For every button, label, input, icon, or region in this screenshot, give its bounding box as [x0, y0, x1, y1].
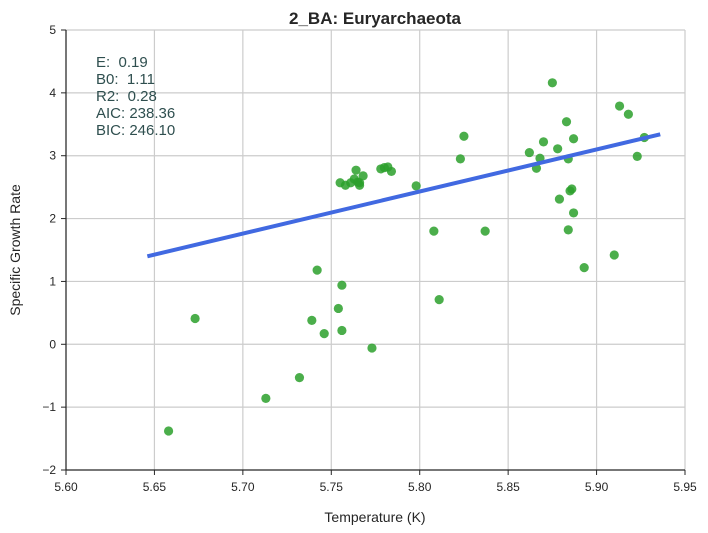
data-point: [163, 426, 174, 436]
scatter-points: [163, 78, 649, 436]
data-point: [561, 117, 572, 127]
y-tick-label: 3: [49, 149, 56, 163]
y-tick-label: 5: [49, 23, 56, 37]
data-point: [623, 109, 634, 119]
x-tick-label: 5.95: [673, 480, 697, 494]
x-tick-label: 5.90: [585, 480, 609, 494]
stat-bic: BIC: 246.10: [96, 122, 175, 139]
axes: [65, 30, 685, 471]
x-tick-label: 5.80: [408, 480, 432, 494]
y-ticks: −2 −1 0 1 2 3 4 5: [42, 23, 66, 477]
data-point: [455, 154, 465, 164]
data-point: [547, 78, 557, 88]
data-point: [386, 166, 397, 177]
data-point: [553, 144, 563, 154]
x-tick-label: 5.85: [496, 480, 520, 494]
x-tick-label: 5.70: [231, 480, 255, 494]
data-point: [190, 313, 200, 324]
data-point: [434, 295, 444, 305]
y-tick-label: −2: [42, 463, 56, 477]
grid-lines: [66, 29, 686, 470]
data-point: [567, 184, 577, 194]
data-point: [337, 325, 347, 336]
data-point: [351, 165, 361, 175]
data-point: [307, 315, 317, 325]
data-point: [294, 373, 305, 383]
data-point: [429, 226, 439, 236]
x-axis-label: Temperature (K): [324, 509, 425, 525]
data-point: [554, 194, 565, 204]
data-point: [337, 280, 347, 290]
fit-line: [146, 132, 661, 259]
x-ticks: 5.60 5.65 5.70 5.75 5.80 5.85 5.90 5.95: [54, 470, 697, 494]
data-point: [312, 265, 322, 275]
x-tick-label: 5.75: [320, 480, 344, 494]
chart-title: 2_BA: Euryarchaeota: [289, 9, 462, 28]
x-tick-label: 5.65: [143, 480, 167, 494]
data-point: [568, 208, 579, 218]
data-point: [411, 181, 421, 191]
data-point: [459, 131, 469, 141]
data-point: [480, 226, 490, 236]
data-point: [358, 171, 368, 181]
y-axis-label: Specific Growth Rate: [7, 184, 23, 316]
data-point: [319, 329, 329, 339]
y-tick-label: 4: [49, 86, 56, 100]
stat-r2: R2: 0.28: [96, 88, 157, 105]
data-point: [261, 393, 271, 403]
data-point: [568, 134, 579, 144]
stat-e: E: 0.19: [96, 54, 148, 71]
stat-aic: AIC: 238.36: [96, 105, 175, 122]
data-point: [367, 343, 377, 353]
y-tick-label: 0: [49, 337, 56, 351]
data-point: [609, 250, 619, 260]
data-point: [579, 263, 589, 273]
fit-line-group: [146, 132, 661, 259]
stats-annotation: E: 0.19 B0: 1.11 R2: 0.28 AIC: 238.36 BI…: [96, 54, 175, 139]
data-point: [563, 225, 573, 235]
data-point: [524, 147, 534, 158]
x-tick-label: 5.60: [54, 480, 78, 494]
data-point: [538, 137, 549, 147]
y-tick-label: 2: [49, 212, 56, 226]
data-point: [333, 303, 343, 314]
stat-b0: B0: 1.11: [96, 71, 155, 88]
data-point: [614, 101, 625, 111]
data-point: [354, 178, 365, 188]
data-point: [632, 151, 642, 161]
y-tick-label: 1: [49, 274, 56, 288]
y-tick-label: −1: [42, 400, 56, 414]
